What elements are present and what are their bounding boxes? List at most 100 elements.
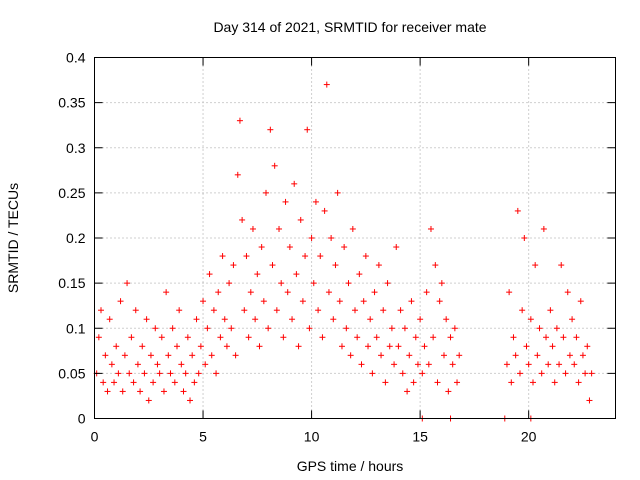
y-axis-label: SRMTID / TECUs bbox=[5, 183, 21, 293]
x-tick-label: 5 bbox=[199, 429, 207, 445]
data-point bbox=[132, 307, 139, 314]
data-point bbox=[154, 361, 161, 368]
data-point bbox=[289, 316, 296, 323]
data-point bbox=[336, 298, 343, 305]
data-point bbox=[206, 271, 213, 278]
data-point bbox=[187, 397, 194, 404]
data-point bbox=[278, 280, 285, 287]
data-point bbox=[519, 307, 526, 314]
data-point bbox=[165, 352, 172, 359]
data-point bbox=[328, 235, 335, 241]
y-tick-label: 0.2 bbox=[66, 230, 86, 246]
data-point bbox=[410, 379, 417, 386]
data-point bbox=[354, 334, 361, 341]
data-point bbox=[219, 253, 226, 260]
x-axis-label: GPS time / hours bbox=[297, 458, 404, 474]
data-point bbox=[523, 343, 530, 350]
data-point bbox=[226, 280, 233, 287]
data-point bbox=[436, 298, 443, 305]
data-point bbox=[553, 325, 560, 332]
y-tick-label: 0.3 bbox=[66, 140, 86, 156]
data-point bbox=[178, 361, 185, 368]
data-point bbox=[184, 334, 191, 341]
data-point bbox=[456, 352, 463, 359]
y-tick-label: 0.05 bbox=[58, 365, 85, 381]
data-point bbox=[545, 361, 552, 368]
data-point bbox=[271, 162, 278, 169]
data-point bbox=[291, 180, 298, 187]
data-point bbox=[213, 370, 220, 377]
data-point bbox=[306, 325, 313, 332]
data-point bbox=[373, 334, 380, 341]
data-point bbox=[304, 126, 311, 133]
data-point bbox=[167, 370, 174, 377]
data-point bbox=[525, 361, 532, 368]
data-point bbox=[560, 334, 567, 341]
data-point bbox=[566, 352, 573, 359]
data-point bbox=[180, 388, 187, 395]
data-point bbox=[432, 262, 439, 269]
data-point bbox=[503, 361, 510, 368]
data-point bbox=[338, 343, 345, 350]
data-point bbox=[506, 289, 513, 296]
data-point bbox=[139, 343, 146, 350]
data-point bbox=[312, 198, 319, 205]
data-point bbox=[423, 289, 430, 296]
data-point bbox=[588, 370, 595, 377]
data-point bbox=[343, 325, 350, 332]
data-point bbox=[382, 379, 389, 386]
data-point bbox=[399, 370, 406, 377]
data-point bbox=[236, 117, 243, 124]
data-point bbox=[284, 289, 291, 296]
data-point bbox=[421, 343, 428, 350]
data-point bbox=[577, 298, 584, 305]
data-point bbox=[391, 361, 398, 368]
data-point bbox=[447, 334, 454, 341]
data-point bbox=[200, 298, 207, 305]
data-point bbox=[98, 307, 105, 314]
data-point bbox=[449, 361, 456, 368]
data-point bbox=[104, 388, 111, 395]
data-point bbox=[582, 370, 589, 377]
data-point bbox=[358, 361, 365, 368]
data-point bbox=[367, 316, 374, 323]
data-point bbox=[265, 325, 272, 332]
data-point bbox=[538, 370, 545, 377]
data-point bbox=[451, 325, 458, 332]
data-point bbox=[158, 334, 165, 341]
data-point bbox=[445, 388, 452, 395]
data-points bbox=[93, 81, 595, 422]
data-point bbox=[256, 343, 263, 350]
data-point bbox=[280, 334, 287, 341]
x-tick-label: 10 bbox=[304, 429, 320, 445]
data-point bbox=[380, 307, 387, 314]
data-point bbox=[245, 334, 252, 341]
data-point bbox=[141, 370, 148, 377]
data-point bbox=[249, 225, 256, 232]
data-point bbox=[308, 235, 315, 241]
data-point bbox=[150, 379, 157, 386]
data-point bbox=[434, 379, 441, 386]
data-point bbox=[512, 352, 519, 359]
data-point bbox=[427, 225, 434, 232]
y-tick-label: 0.1 bbox=[66, 320, 86, 336]
data-point bbox=[360, 298, 367, 305]
data-point bbox=[508, 379, 515, 386]
data-point bbox=[562, 370, 569, 377]
data-point bbox=[332, 262, 339, 269]
data-point bbox=[143, 316, 150, 323]
data-point bbox=[352, 307, 358, 314]
data-point bbox=[347, 352, 354, 359]
data-point bbox=[241, 307, 248, 314]
data-point bbox=[317, 253, 324, 260]
data-point bbox=[454, 379, 461, 386]
data-point bbox=[356, 271, 363, 278]
data-point bbox=[384, 280, 391, 287]
data-point bbox=[221, 316, 228, 323]
data-point bbox=[579, 352, 586, 359]
data-point bbox=[369, 370, 376, 377]
data-point bbox=[145, 397, 152, 404]
x-tick-label: 0 bbox=[91, 429, 99, 445]
data-point bbox=[586, 397, 593, 404]
